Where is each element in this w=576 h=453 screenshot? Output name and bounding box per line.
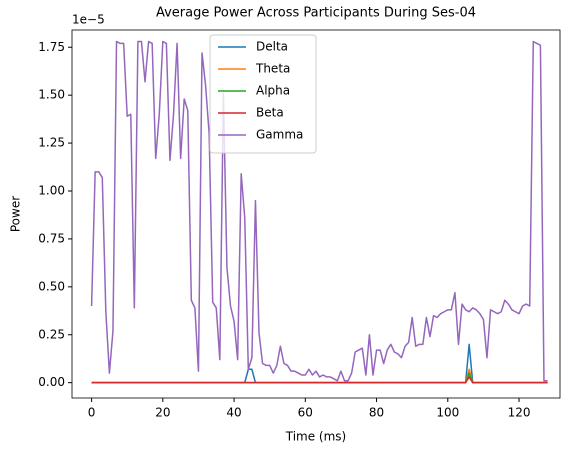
x-tick-label: 80 <box>369 406 384 420</box>
x-tick-label: 120 <box>508 406 531 420</box>
y-tick-label: 0.25 <box>38 327 65 341</box>
y-tick-label: 1.00 <box>38 184 65 198</box>
x-tick-label: 60 <box>298 406 313 420</box>
y-tick-label: 0.50 <box>38 279 65 293</box>
line-series <box>90 40 548 382</box>
y-tick-label: 0.00 <box>38 375 65 389</box>
y-tick-label: 1.75 <box>38 40 65 54</box>
x-tick-label: 20 <box>155 406 170 420</box>
legend-box <box>209 34 317 154</box>
legend-label: Gamma <box>256 128 303 142</box>
chart-title: Average Power Across Participants During… <box>156 6 476 21</box>
legend-label: Beta <box>256 106 284 120</box>
y-tick-label: 0.75 <box>38 231 65 245</box>
x-tick-label: 0 <box>88 406 96 420</box>
legend: Delta Theta Alpha Beta Gamma <box>209 34 317 154</box>
x-tick-label: 100 <box>436 406 459 420</box>
line-series <box>91 376 548 384</box>
y-tick-label: 1.25 <box>38 136 65 150</box>
legend-label: Alpha <box>256 84 290 98</box>
x-axis-label: Time (ms) <box>285 430 347 444</box>
x-tick-label: 40 <box>226 406 241 420</box>
y-axis-label: Power <box>9 196 23 232</box>
axes-frame <box>71 29 561 399</box>
legend-label: Theta <box>255 62 290 76</box>
legend-label: Delta <box>256 40 288 54</box>
y-offset-label: 1e−5 <box>72 13 105 27</box>
y-tick-label: 1.50 <box>38 88 65 102</box>
